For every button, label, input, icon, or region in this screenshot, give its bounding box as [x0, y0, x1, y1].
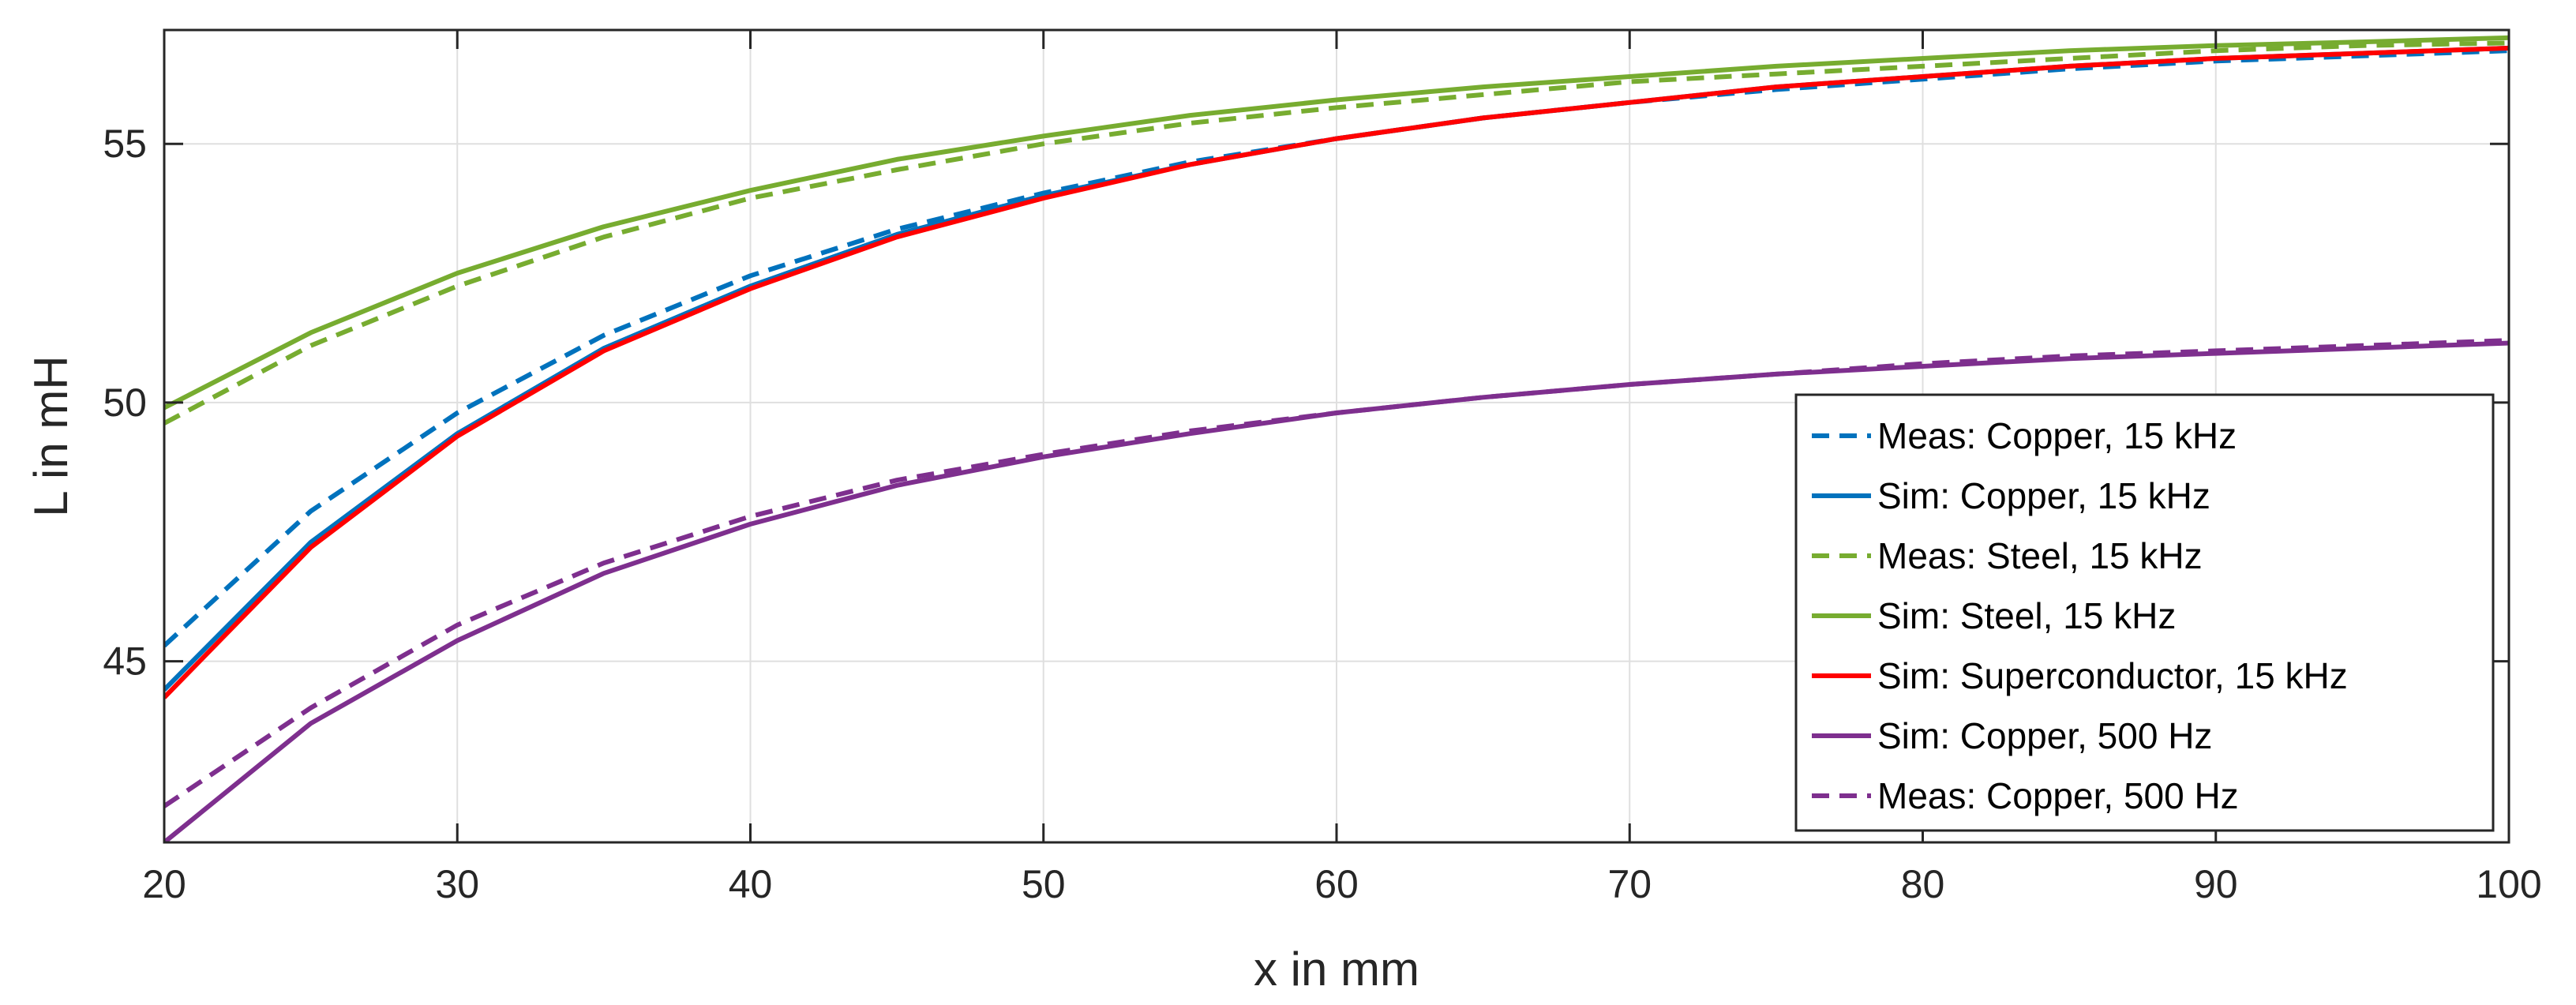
- series-line-meas-copper-500-hz: [164, 338, 2509, 808]
- legend-box: [1794, 393, 2495, 832]
- series-line-meas-steel-15-khz: [164, 40, 2509, 426]
- x-tick-label: 100: [2476, 862, 2541, 906]
- y-tick-label: 55: [103, 122, 147, 166]
- series-group: [164, 35, 2509, 842]
- x-axis-title: x in mm: [1254, 943, 1419, 996]
- x-tick-label: 70: [1607, 862, 1652, 906]
- legend-label: Sim: Superconductor, 15 kHz: [1877, 655, 2348, 696]
- x-tick-label: 80: [1901, 862, 1945, 906]
- legend-label: Meas: Steel, 15 kHz: [1877, 535, 2203, 576]
- legend: Meas: Copper, 15 kHz Sim: Copper, 15 kHz M…: [1794, 393, 2495, 832]
- x-tick-label: 20: [142, 862, 186, 906]
- x-tick-label: 60: [1314, 862, 1359, 906]
- y-tick-label: 50: [103, 381, 147, 425]
- x-tick-label: 30: [435, 862, 479, 906]
- x-tick-label: 50: [1022, 862, 1066, 906]
- legend-label: Meas: Copper, 15 kHz: [1877, 415, 2237, 456]
- ticks: 20 30 40 50 60 70 80 90 100 45 50 55: [103, 30, 2542, 906]
- y-axis-title: L in mH: [24, 355, 77, 517]
- series-line-sim-superconductor-15-khz: [164, 45, 2509, 699]
- x-tick-label: 90: [2194, 862, 2238, 906]
- legend-label: Sim: Copper, 500 Hz: [1877, 715, 2212, 756]
- y-tick-label: 45: [103, 639, 147, 684]
- x-tick-label: 40: [729, 862, 773, 906]
- series-line-sim-steel-15-khz: [164, 35, 2509, 411]
- legend-label: Sim: Copper, 15 kHz: [1877, 475, 2210, 516]
- legend-label: Sim: Steel, 15 kHz: [1877, 595, 2176, 636]
- legend-label: Meas: Copper, 500 Hz: [1877, 775, 2239, 816]
